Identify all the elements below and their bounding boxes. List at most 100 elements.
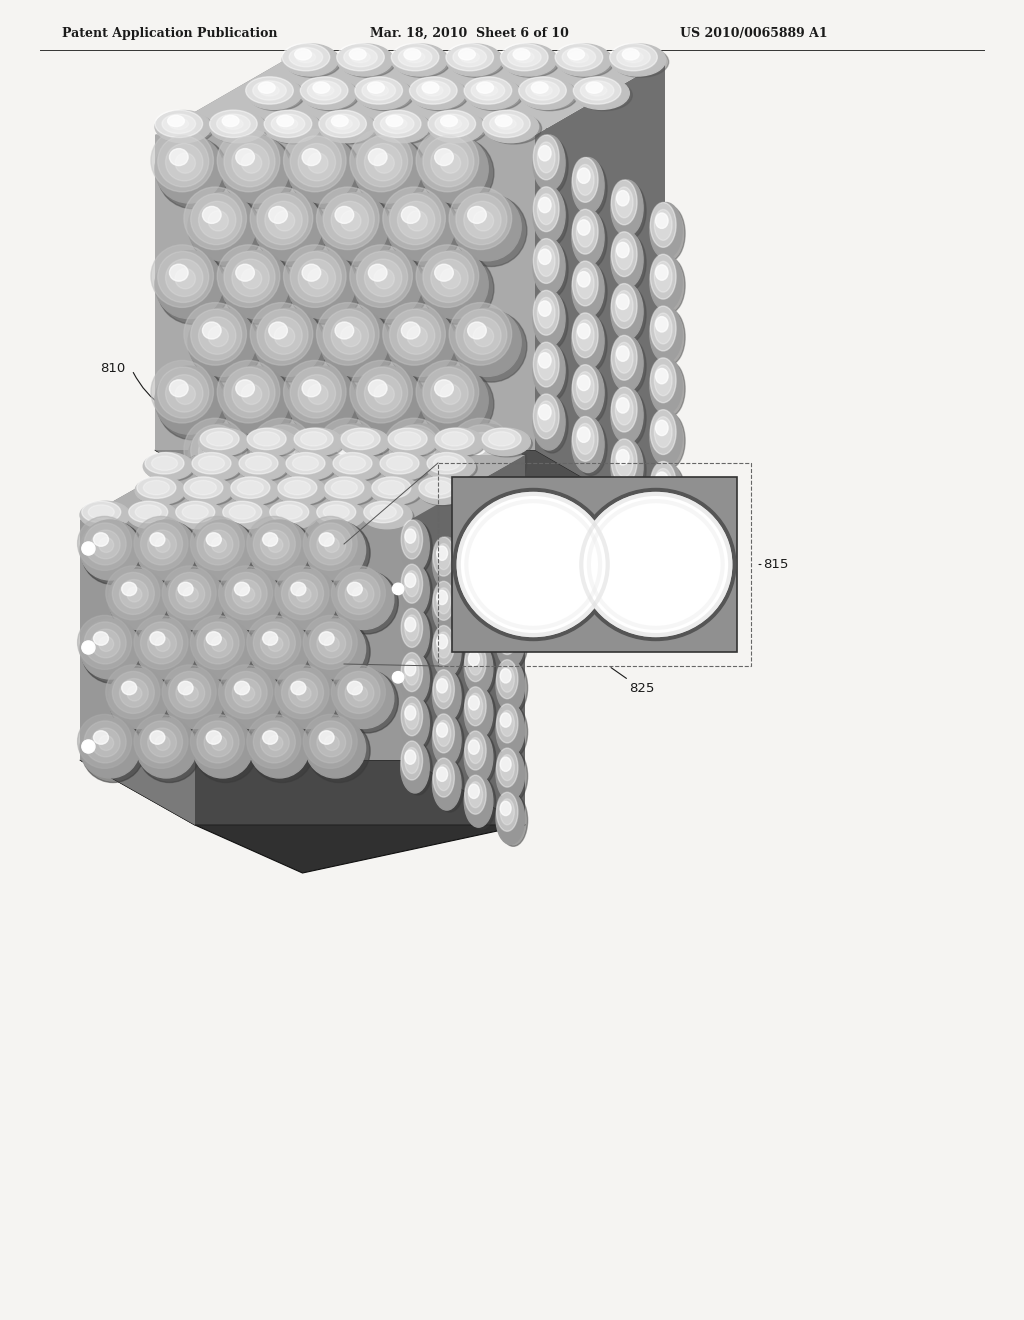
Ellipse shape bbox=[222, 115, 239, 127]
Ellipse shape bbox=[538, 194, 555, 224]
Ellipse shape bbox=[499, 706, 527, 758]
Ellipse shape bbox=[324, 309, 375, 360]
Ellipse shape bbox=[258, 82, 275, 94]
Ellipse shape bbox=[335, 671, 398, 733]
Ellipse shape bbox=[122, 582, 136, 595]
Ellipse shape bbox=[467, 777, 496, 829]
Ellipse shape bbox=[577, 319, 594, 351]
Ellipse shape bbox=[588, 84, 607, 96]
Ellipse shape bbox=[389, 310, 461, 381]
Ellipse shape bbox=[431, 375, 468, 412]
Ellipse shape bbox=[434, 264, 454, 281]
Ellipse shape bbox=[654, 210, 672, 240]
Ellipse shape bbox=[536, 139, 568, 194]
Ellipse shape bbox=[433, 758, 455, 797]
Ellipse shape bbox=[143, 453, 194, 480]
Ellipse shape bbox=[291, 681, 306, 694]
Ellipse shape bbox=[290, 137, 361, 209]
Ellipse shape bbox=[93, 632, 109, 645]
Ellipse shape bbox=[501, 44, 548, 71]
Ellipse shape bbox=[190, 714, 245, 768]
Ellipse shape bbox=[105, 665, 160, 719]
Ellipse shape bbox=[419, 479, 469, 506]
Ellipse shape bbox=[401, 206, 420, 223]
Ellipse shape bbox=[225, 672, 267, 713]
Ellipse shape bbox=[372, 477, 411, 499]
Ellipse shape bbox=[332, 115, 348, 127]
Ellipse shape bbox=[499, 573, 527, 626]
Bar bbox=[155, 135, 535, 450]
Ellipse shape bbox=[316, 729, 346, 756]
Ellipse shape bbox=[354, 135, 422, 203]
Ellipse shape bbox=[296, 587, 311, 602]
Ellipse shape bbox=[176, 504, 226, 531]
Ellipse shape bbox=[434, 149, 454, 165]
Ellipse shape bbox=[113, 672, 155, 713]
Ellipse shape bbox=[401, 564, 423, 603]
Ellipse shape bbox=[355, 77, 411, 110]
Ellipse shape bbox=[135, 477, 185, 504]
Ellipse shape bbox=[276, 504, 302, 519]
Ellipse shape bbox=[369, 84, 388, 96]
Ellipse shape bbox=[572, 364, 598, 409]
Ellipse shape bbox=[305, 619, 366, 678]
Ellipse shape bbox=[539, 352, 551, 368]
Ellipse shape bbox=[98, 537, 114, 553]
Ellipse shape bbox=[456, 310, 527, 381]
Ellipse shape bbox=[218, 566, 272, 620]
Ellipse shape bbox=[301, 432, 327, 446]
Ellipse shape bbox=[456, 194, 507, 244]
Ellipse shape bbox=[420, 135, 488, 203]
Ellipse shape bbox=[500, 667, 514, 692]
Ellipse shape bbox=[282, 44, 330, 71]
Ellipse shape bbox=[435, 430, 485, 457]
Ellipse shape bbox=[98, 735, 114, 751]
Ellipse shape bbox=[571, 210, 604, 265]
Ellipse shape bbox=[337, 44, 393, 77]
Ellipse shape bbox=[574, 161, 607, 216]
Ellipse shape bbox=[435, 114, 469, 133]
Ellipse shape bbox=[417, 477, 467, 504]
Ellipse shape bbox=[571, 364, 604, 421]
Ellipse shape bbox=[208, 211, 228, 231]
Ellipse shape bbox=[449, 46, 505, 78]
Ellipse shape bbox=[84, 721, 126, 763]
Ellipse shape bbox=[420, 366, 488, 434]
Ellipse shape bbox=[314, 84, 334, 96]
Ellipse shape bbox=[468, 561, 482, 586]
Ellipse shape bbox=[432, 626, 461, 677]
Ellipse shape bbox=[236, 264, 254, 281]
Ellipse shape bbox=[206, 632, 221, 645]
Ellipse shape bbox=[231, 479, 282, 506]
Ellipse shape bbox=[254, 424, 323, 492]
Ellipse shape bbox=[268, 636, 283, 652]
Ellipse shape bbox=[577, 216, 594, 247]
Ellipse shape bbox=[586, 82, 603, 94]
Ellipse shape bbox=[134, 714, 188, 768]
Ellipse shape bbox=[423, 368, 494, 440]
Ellipse shape bbox=[337, 44, 384, 71]
Ellipse shape bbox=[404, 529, 416, 544]
Polygon shape bbox=[80, 455, 525, 520]
Ellipse shape bbox=[274, 442, 295, 462]
Ellipse shape bbox=[236, 149, 254, 165]
Ellipse shape bbox=[242, 384, 262, 404]
Text: 820: 820 bbox=[582, 429, 607, 441]
Ellipse shape bbox=[424, 84, 443, 96]
Polygon shape bbox=[80, 760, 525, 825]
Ellipse shape bbox=[345, 579, 374, 609]
Ellipse shape bbox=[249, 520, 309, 579]
Ellipse shape bbox=[264, 110, 311, 137]
Ellipse shape bbox=[406, 51, 425, 63]
Ellipse shape bbox=[188, 309, 256, 376]
Ellipse shape bbox=[93, 731, 109, 744]
Ellipse shape bbox=[323, 426, 394, 498]
Ellipse shape bbox=[199, 428, 249, 455]
Ellipse shape bbox=[650, 306, 676, 351]
Ellipse shape bbox=[445, 44, 502, 77]
Ellipse shape bbox=[288, 366, 355, 434]
Ellipse shape bbox=[240, 686, 255, 701]
Ellipse shape bbox=[436, 635, 447, 648]
Ellipse shape bbox=[284, 244, 346, 308]
Ellipse shape bbox=[264, 111, 321, 143]
